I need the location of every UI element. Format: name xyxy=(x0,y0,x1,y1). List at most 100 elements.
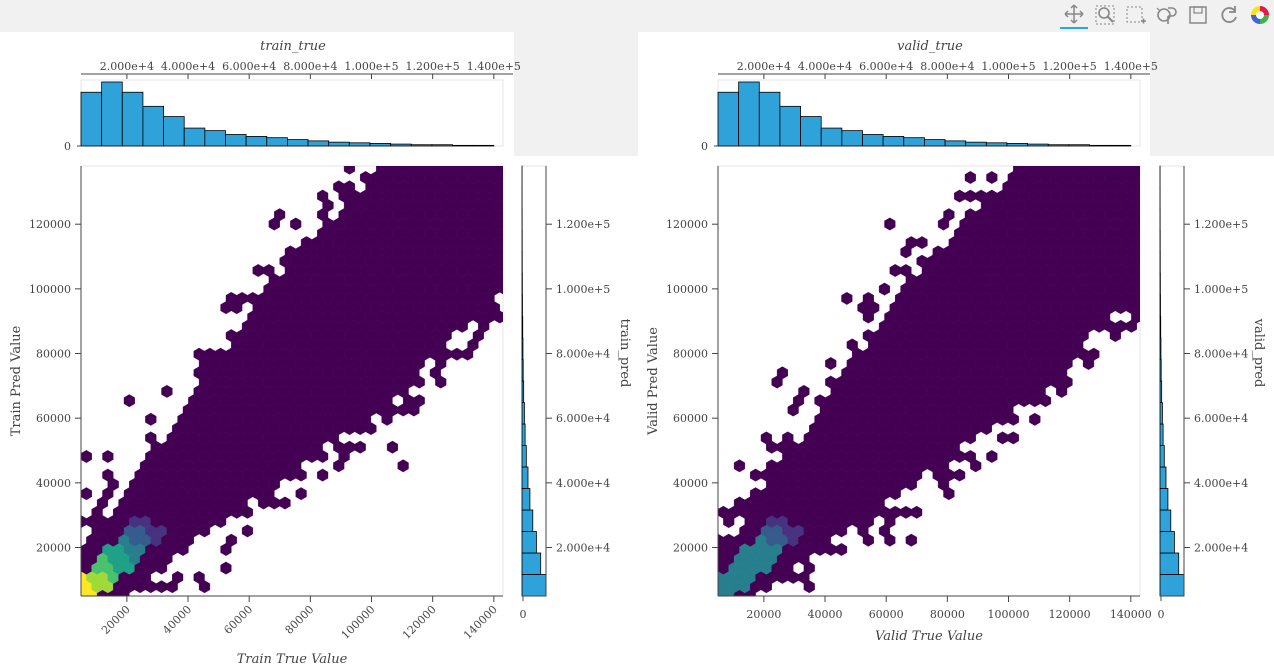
box-select-icon xyxy=(1126,6,1146,24)
hexbin-cell xyxy=(986,171,998,184)
x-axis-tick-label: 20000 xyxy=(746,608,781,621)
save-tool[interactable] xyxy=(1184,1,1212,29)
hexbin-cell xyxy=(1148,227,1159,239)
x-axis-label: Valid True Value xyxy=(875,629,983,644)
hexbin-cell xyxy=(172,570,184,584)
top-histogram-bar xyxy=(800,116,822,147)
x-axis-tick-label: 120000 xyxy=(1049,608,1091,621)
y-axis-tick-label: 20000 xyxy=(673,542,708,555)
hexbin-cell xyxy=(511,302,522,314)
x-axis-tick-label: 40000 xyxy=(160,603,194,637)
hexbin-cell xyxy=(317,468,329,482)
top-histogram-bar xyxy=(80,91,103,147)
side-histogram-bar xyxy=(521,316,524,339)
top-histogram-tick-label: 1.400e+5 xyxy=(1104,60,1158,73)
hexbin-cell xyxy=(986,450,998,463)
hexbin-cell xyxy=(964,171,976,184)
hexbin-cell xyxy=(102,468,114,482)
side-histogram-bar xyxy=(1159,423,1164,446)
reset-tool[interactable] xyxy=(1215,1,1243,29)
x-axis-tick-label: 100000 xyxy=(988,608,1030,621)
hexbin-cell xyxy=(1115,153,1126,165)
hexbin-cell xyxy=(65,590,76,602)
top-histogram-tick-label: 2.000e+4 xyxy=(737,60,791,73)
hexbin-cell xyxy=(279,496,291,510)
hexbin-cell xyxy=(798,384,810,398)
hexbin-cell xyxy=(911,505,923,519)
top-histogram-bar xyxy=(245,135,268,147)
hexbin-cell xyxy=(1136,265,1140,276)
side-histogram-bar xyxy=(521,423,526,446)
hexbin-cell xyxy=(386,440,398,454)
y-axis-tick-label: 120000 xyxy=(666,218,708,231)
top-histogram-y-tick-label: 0 xyxy=(701,140,708,153)
side-histogram-tick-label: 6.000e+4 xyxy=(1194,412,1248,425)
top-histogram-tick-label: 4.000e+4 xyxy=(161,60,215,73)
hexbin-cell xyxy=(878,282,890,296)
hexbin-cell xyxy=(92,599,103,611)
side-histogram-x-tick-label: 0 xyxy=(1158,608,1165,621)
hexbin-cell xyxy=(360,153,371,165)
top-histogram-bar xyxy=(163,116,185,147)
wheel-zoom-icon xyxy=(1156,7,1177,24)
hexbin-cell xyxy=(241,524,253,538)
side-histogram-title: train_pred xyxy=(617,319,632,388)
side-histogram-bar xyxy=(521,574,547,597)
hexbin-plot[interactable]: 20000 40000 60000 80000 100000 120000 140000 20… xyxy=(646,153,1158,644)
hexbin-cell xyxy=(1148,209,1159,221)
top-histogram: train_true 2.000e+4 4.000e+4 6.000e+4 8.000e… xyxy=(64,39,521,153)
side-histogram-bar xyxy=(1159,466,1167,489)
hexbin-cell xyxy=(1126,153,1137,165)
hexbin-cell xyxy=(900,264,912,277)
top-histogram-tick-label: 4.000e+4 xyxy=(798,60,852,73)
top-histogram-bar xyxy=(820,127,843,147)
hexbin-cell xyxy=(274,208,286,222)
hexbin-cell xyxy=(511,190,522,202)
side-histogram-bar xyxy=(1159,337,1162,360)
hexbin-cell xyxy=(70,599,81,611)
top-histogram-y-tick-label: 0 xyxy=(64,140,71,153)
side-histogram-bar xyxy=(521,466,529,489)
top-histogram-tick-label: 8.000e+4 xyxy=(283,60,337,73)
hexbin-cell xyxy=(846,338,858,352)
top-histogram-bar xyxy=(307,140,330,147)
hexbin-cell xyxy=(505,199,516,211)
hexbin-cell xyxy=(1148,246,1159,258)
hexbin-cell xyxy=(435,153,446,165)
side-histogram-bar xyxy=(1159,316,1162,339)
hexbin-cell xyxy=(776,366,788,380)
top-histogram-bar xyxy=(369,143,392,147)
top-histogram-bar xyxy=(390,143,412,147)
hexbin-cell xyxy=(1142,236,1153,248)
hexbin-cell xyxy=(1136,302,1140,313)
box-select-tool[interactable] xyxy=(1122,1,1150,29)
hexbin-cell xyxy=(1136,172,1140,183)
top-histogram-tick-label: 1.400e+5 xyxy=(467,60,521,73)
hexbin-cell xyxy=(343,180,355,194)
hexbin-cell xyxy=(81,564,82,572)
side-histogram-bar xyxy=(1159,552,1180,575)
pan-tool[interactable] xyxy=(1060,1,1088,29)
hexbin-cell xyxy=(782,431,794,445)
top-histogram-tick-label: 6.000e+4 xyxy=(222,60,276,73)
side-histogram-bar xyxy=(1159,402,1163,425)
hexbin-cell xyxy=(1148,153,1159,165)
hexbin-cell xyxy=(825,357,837,370)
side-histogram-bar xyxy=(521,509,534,532)
box-zoom-tool[interactable] xyxy=(1091,1,1119,29)
side-histogram-bar xyxy=(1159,359,1162,382)
hexbin-cell xyxy=(511,227,522,239)
hexbin-cell xyxy=(1040,153,1051,165)
hexbin-cell xyxy=(1105,153,1116,165)
bokeh-logo[interactable] xyxy=(1246,1,1274,29)
wheel-zoom-tool[interactable] xyxy=(1153,1,1181,29)
hexbin-cell xyxy=(1142,218,1153,230)
hexbin-cell xyxy=(511,153,522,165)
side-histogram-tick-label: 1.000e+5 xyxy=(556,283,610,296)
y-axis-tick-label: 100000 xyxy=(29,283,71,296)
hexbin-cell xyxy=(499,246,503,258)
reset-icon xyxy=(1221,6,1237,23)
hexbin-plot[interactable]: 20000 40000 60000 80000 100000 120000 140000 20… xyxy=(9,153,521,667)
hexbin-cell xyxy=(1094,153,1105,165)
side-histogram-tick-label: 1.000e+5 xyxy=(1194,283,1248,296)
